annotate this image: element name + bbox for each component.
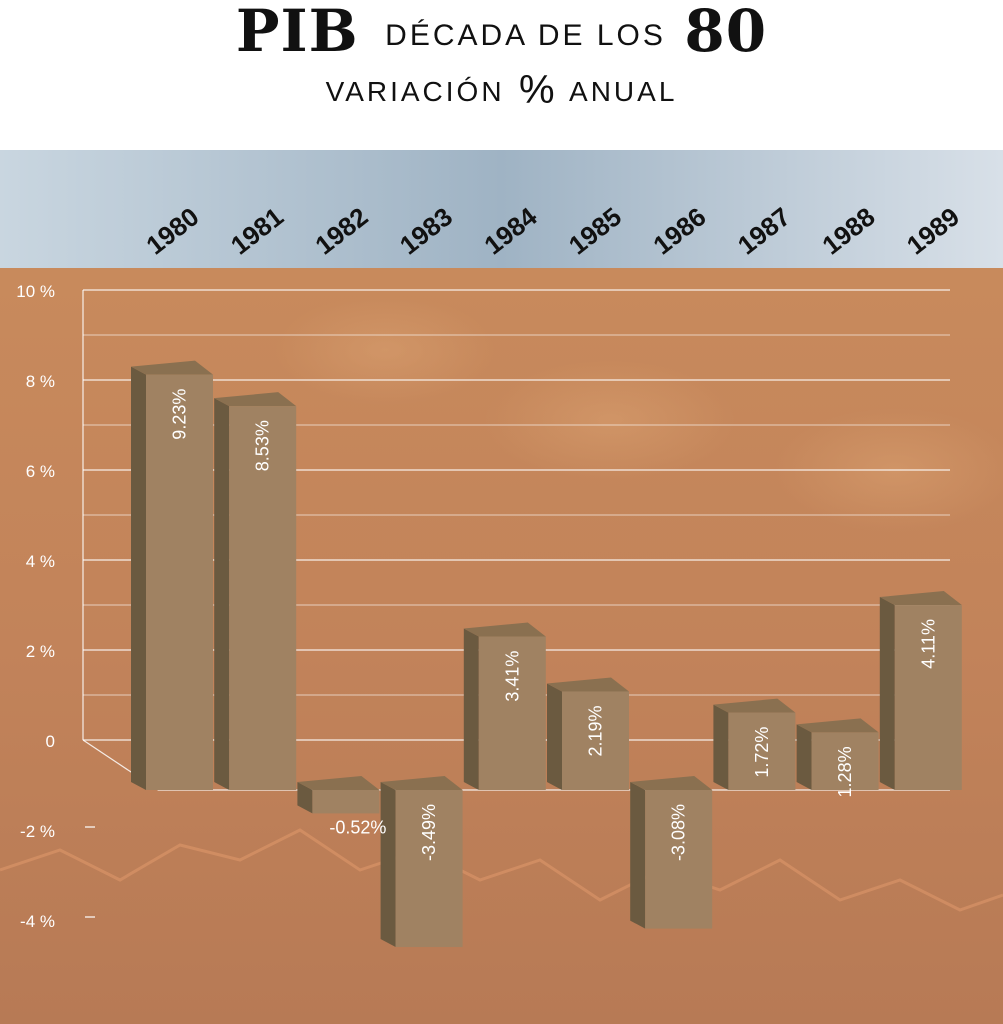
y-tick-label: -4 %	[20, 912, 55, 931]
data-label: 4.11%	[918, 619, 938, 669]
bar-front	[395, 790, 463, 948]
bar-top	[214, 392, 297, 407]
y-tick-label: 8 %	[26, 372, 55, 391]
bar-1981	[214, 392, 297, 790]
bar-side	[713, 704, 729, 790]
data-label: -0.52%	[329, 817, 386, 837]
bar-1980	[131, 360, 213, 790]
bar-top	[879, 591, 962, 606]
bar-1987	[713, 698, 796, 790]
bar-side	[547, 683, 562, 790]
bar-top	[380, 776, 463, 790]
data-label: -3.49%	[419, 804, 439, 861]
bar-front	[728, 712, 796, 790]
bar-side	[879, 597, 895, 790]
bar-1988	[796, 718, 879, 790]
title-line2-left: VARIACIÓN	[325, 76, 505, 107]
bar-front	[229, 406, 297, 790]
bar-1983	[380, 776, 463, 948]
bar-1989	[879, 591, 962, 790]
data-label: 3.41%	[502, 651, 522, 702]
title-line2-symbol: %	[519, 68, 555, 112]
title-subtitle: DÉCADA DE LOS	[385, 19, 666, 52]
bar-top	[297, 776, 380, 790]
title-decade: 80	[684, 0, 768, 65]
bar-top	[547, 677, 629, 692]
bar-side	[796, 724, 812, 790]
bar-front	[894, 605, 962, 790]
y-tick-label: 10 %	[16, 282, 55, 301]
y-tick-label: 6 %	[26, 462, 55, 481]
title-line-1: PIB DÉCADA DE LOS 80	[0, 0, 1003, 62]
bar-1985	[547, 677, 629, 790]
bar-top	[713, 698, 796, 713]
bar-top	[796, 718, 879, 733]
bar-front	[645, 790, 713, 929]
title-line2-right: ANUAL	[569, 76, 678, 107]
bar-side	[380, 782, 396, 948]
bar-top	[630, 776, 713, 790]
bar-side	[214, 398, 230, 790]
data-label: -3.08%	[669, 804, 689, 861]
y-tick-label: 4 %	[26, 552, 55, 571]
bar-side	[297, 782, 313, 814]
bar-front	[478, 636, 546, 790]
y-tick-label: 2 %	[26, 642, 55, 661]
bar-side	[630, 782, 646, 929]
bar-chart: 10 %8 %6 %4 %2 %0-2 %-4 % 9.23%19808.53%…	[0, 150, 1003, 1024]
chart-title-block: PIB DÉCADA DE LOS 80 VARIACIÓN % ANUAL	[0, 0, 1003, 150]
coin-stack-shape	[485, 360, 735, 480]
title-line-2: VARIACIÓN % ANUAL	[0, 70, 1003, 110]
title-main: PIB	[235, 0, 359, 65]
bar-1984	[463, 622, 546, 790]
data-label: 2.19%	[586, 705, 606, 756]
y-tick-label: -2 %	[20, 822, 55, 841]
y-tick-label: 0	[46, 732, 55, 751]
bar-side	[463, 628, 479, 790]
bar-front	[312, 790, 380, 814]
bar-top	[463, 622, 546, 637]
bar-1986	[630, 776, 713, 929]
data-label: 1.72%	[752, 727, 772, 778]
data-label: 1.28%	[835, 746, 855, 797]
chart-bars	[131, 360, 962, 948]
background-trend-line	[0, 828, 1003, 912]
bar-front	[562, 691, 629, 790]
background-sky	[0, 150, 1003, 270]
bar-front	[146, 374, 213, 790]
bar-side	[131, 366, 146, 790]
bar-top	[131, 360, 213, 375]
coin-stack-shape	[275, 295, 495, 405]
data-label: 9.23%	[170, 389, 190, 440]
bar-1982	[297, 776, 380, 814]
data-label: 8.53%	[253, 420, 273, 471]
bar-front	[811, 732, 879, 790]
